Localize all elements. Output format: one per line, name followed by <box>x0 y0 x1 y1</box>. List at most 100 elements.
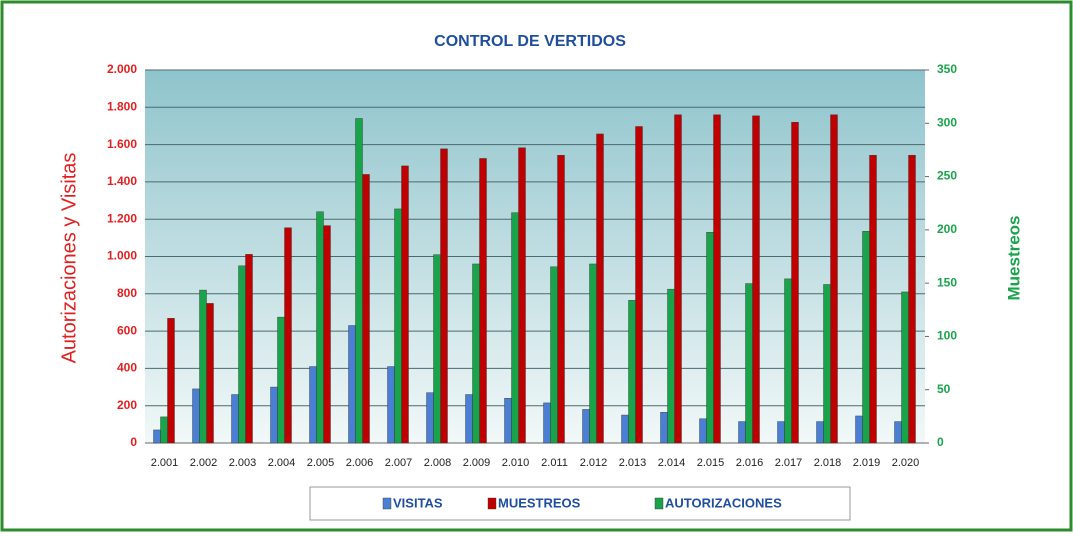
bar <box>284 227 292 444</box>
bar <box>401 165 409 444</box>
y2-tick-label: 50 <box>937 382 951 396</box>
bar <box>628 300 636 444</box>
bar <box>270 386 278 444</box>
y-tick-label: 600 <box>117 323 137 337</box>
y2-tick-label: 300 <box>937 115 957 129</box>
y-tick-label: 800 <box>117 286 137 300</box>
bar <box>855 415 863 444</box>
y-tick-label: 1.000 <box>107 249 137 263</box>
bar <box>752 115 760 444</box>
bar <box>667 288 675 444</box>
x-tick-label: 2.001 <box>151 457 179 469</box>
bar <box>472 263 480 444</box>
bar <box>245 254 253 444</box>
x-tick-label: 2.018 <box>814 457 842 469</box>
bar <box>674 114 682 444</box>
x-tick-label: 2.005 <box>307 457 335 469</box>
y-tick-label: 1.800 <box>107 99 137 113</box>
legend-swatch <box>654 497 664 510</box>
legend-label: VISITAS <box>393 495 443 510</box>
x-tick-label: 2.006 <box>346 457 374 469</box>
x-tick-label: 2.015 <box>697 457 725 469</box>
bar <box>323 225 331 444</box>
x-tick-label: 2.020 <box>892 457 920 469</box>
bar <box>784 278 792 444</box>
bar <box>426 392 434 444</box>
x-tick-label: 2.011 <box>541 457 568 469</box>
bar <box>738 421 746 444</box>
legend <box>309 486 851 521</box>
bar <box>791 122 799 444</box>
bar <box>231 394 239 444</box>
y-tick-label: 0 <box>130 435 137 449</box>
bar <box>518 147 526 444</box>
legend-swatch <box>382 497 392 510</box>
bar <box>433 254 441 444</box>
y-axis-title: Autorizaciones y Visitas <box>58 153 80 364</box>
bar <box>167 318 175 444</box>
bar <box>816 421 824 444</box>
x-tick-label: 2.019 <box>853 457 881 469</box>
bar <box>713 114 721 444</box>
bar <box>153 429 161 444</box>
x-tick-label: 2.002 <box>190 457 218 469</box>
bar <box>777 421 785 444</box>
bar <box>355 118 363 444</box>
y-tick-label: 1.400 <box>107 174 137 188</box>
y2-axis-title: Muestreos <box>1004 215 1023 300</box>
bar <box>550 266 558 444</box>
legend-label: AUTORIZACIONES <box>665 495 782 510</box>
bar <box>635 126 643 444</box>
bar <box>479 158 487 444</box>
y2-tick-label: 250 <box>937 169 957 183</box>
bar <box>348 325 356 444</box>
bar <box>706 232 714 444</box>
bar <box>504 398 512 444</box>
x-tick-label: 2.007 <box>385 457 413 469</box>
y2-tick-label: 0 <box>937 435 944 449</box>
bar <box>589 263 597 444</box>
bar <box>387 366 395 444</box>
bar <box>894 421 902 444</box>
bar <box>582 409 590 444</box>
y-tick-label: 200 <box>117 398 137 412</box>
chart-title: CONTROL DE VERTIDOS <box>434 33 626 50</box>
bar <box>596 133 604 444</box>
bar <box>745 283 753 444</box>
bar <box>316 211 324 444</box>
bar <box>823 284 831 444</box>
y2-tick-label: 150 <box>937 275 957 289</box>
legend-label: MUESTREOS <box>498 495 581 510</box>
bar <box>621 414 629 444</box>
bar <box>699 418 707 444</box>
bar <box>206 303 214 444</box>
bar <box>160 416 168 444</box>
y2-tick-label: 100 <box>937 329 957 343</box>
bar <box>901 291 909 444</box>
x-tick-label: 2.014 <box>658 457 686 469</box>
x-tick-label: 2.008 <box>424 457 452 469</box>
bar <box>238 265 246 444</box>
bar <box>440 148 448 444</box>
bar <box>511 212 519 444</box>
bar <box>830 114 838 444</box>
y-tick-label: 2.000 <box>107 62 137 76</box>
bar <box>277 316 285 444</box>
bar <box>199 289 207 444</box>
y-tick-label: 1.600 <box>107 137 137 151</box>
bar <box>660 412 668 444</box>
y2-tick-label: 200 <box>937 222 957 236</box>
x-tick-label: 2.004 <box>268 457 296 469</box>
x-tick-label: 2.010 <box>502 457 530 469</box>
bar <box>394 208 402 444</box>
y2-tick-label: 350 <box>937 62 957 76</box>
x-tick-label: 2.016 <box>736 457 764 469</box>
bar <box>465 394 473 444</box>
y-tick-label: 400 <box>117 361 137 375</box>
bar <box>543 402 551 444</box>
bar <box>557 155 565 444</box>
bar <box>869 155 877 444</box>
bar <box>192 388 200 444</box>
x-tick-label: 2.012 <box>580 457 608 469</box>
